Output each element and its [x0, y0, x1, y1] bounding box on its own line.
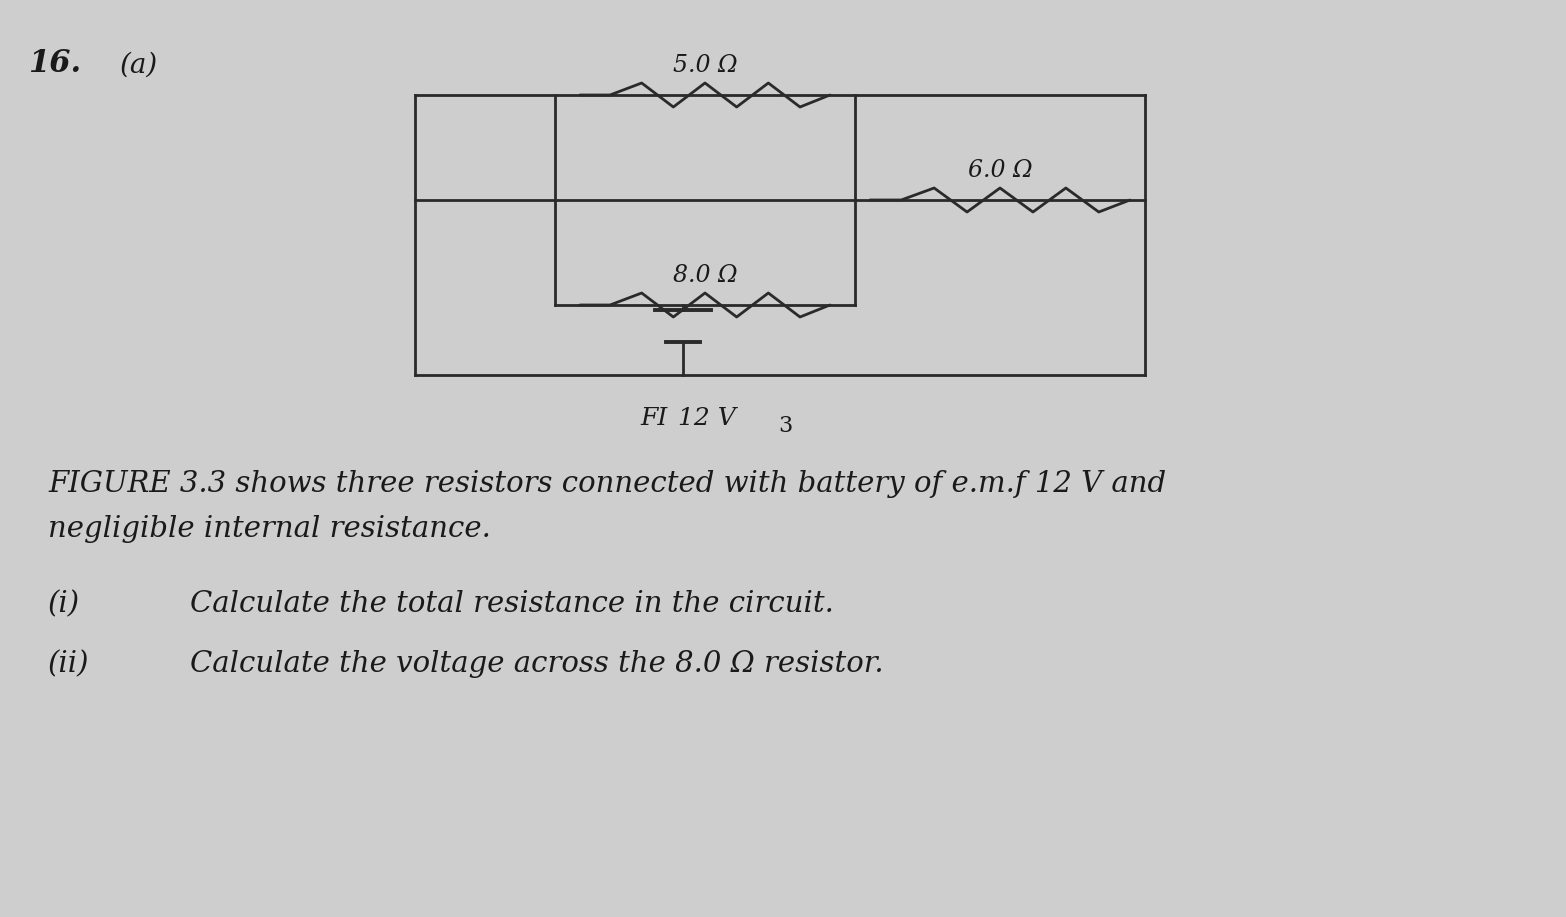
- Text: FIGURE 3.3 shows three resistors connected with battery of e.m.f 12 V and: FIGURE 3.3 shows three resistors connect…: [49, 470, 1167, 498]
- Text: 6.0 Ω: 6.0 Ω: [968, 159, 1032, 182]
- Text: FI: FI: [640, 407, 669, 430]
- Text: 16.: 16.: [28, 48, 81, 79]
- Text: 5.0 Ω: 5.0 Ω: [673, 54, 738, 77]
- Text: 3: 3: [778, 415, 792, 437]
- Text: (a): (a): [121, 52, 158, 79]
- Text: Calculate the total resistance in the circuit.: Calculate the total resistance in the ci…: [189, 590, 833, 618]
- Text: (i): (i): [49, 590, 80, 618]
- Text: 12 V: 12 V: [678, 407, 736, 430]
- Text: Calculate the voltage across the 8.0 Ω resistor.: Calculate the voltage across the 8.0 Ω r…: [189, 650, 883, 678]
- Text: (ii): (ii): [49, 650, 89, 678]
- Text: 8.0 Ω: 8.0 Ω: [673, 264, 738, 287]
- Text: negligible internal resistance.: negligible internal resistance.: [49, 515, 490, 543]
